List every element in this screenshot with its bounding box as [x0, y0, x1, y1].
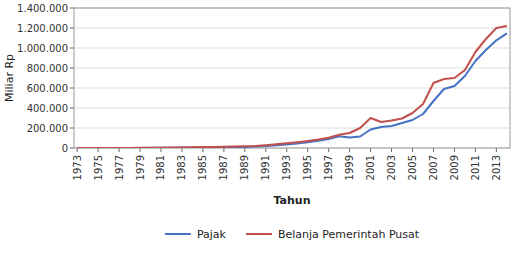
plot-frame — [74, 8, 510, 148]
legend-label: Belanja Pemerintah Pusat — [278, 228, 420, 241]
y-tick-label: 1.400.000 — [17, 3, 68, 14]
x-tick — [307, 148, 308, 152]
x-tick — [265, 148, 266, 152]
chart: 0 200.000 400.000 600.000 800.000 1.000.000 1.… — [0, 0, 520, 258]
series-line — [77, 33, 507, 148]
x-tick-label: 1999 — [344, 155, 355, 180]
x-tick-label: 1979 — [135, 155, 146, 180]
y-tick — [70, 48, 74, 49]
y-tick — [70, 68, 74, 69]
x-tick-label: 1993 — [281, 155, 292, 180]
x-tick — [286, 148, 287, 152]
x-tick-label: 1977 — [114, 155, 125, 180]
grid-line — [74, 68, 510, 69]
x-tick — [433, 148, 434, 152]
x-tick — [223, 148, 224, 152]
x-tick-label: 1973 — [72, 155, 83, 180]
legend-item: Belanja Pemerintah Pusat — [246, 228, 420, 241]
legend: Pajak Belanja Pemerintah Pusat — [165, 228, 420, 241]
x-tick — [454, 148, 455, 152]
x-tick-label: 2011 — [470, 155, 481, 180]
grid-line — [74, 28, 510, 29]
y-tick — [70, 108, 74, 109]
y-tick-label: 1.000.000 — [17, 43, 68, 54]
x-tick-label: 2013 — [491, 155, 502, 180]
x-tick-label: 1989 — [239, 155, 250, 180]
x-tick-label: 2009 — [449, 155, 460, 180]
y-tick-label: 1.200.000 — [17, 23, 68, 34]
legend-swatch — [165, 233, 191, 235]
x-tick-label: 1997 — [323, 155, 334, 180]
x-tick — [412, 148, 413, 152]
x-tick — [496, 148, 497, 152]
x-tick — [391, 148, 392, 152]
x-tick-label: 1981 — [155, 155, 166, 180]
legend-item: Pajak — [165, 228, 227, 241]
x-tick-label: 1975 — [93, 155, 104, 180]
x-tick-label: 1987 — [218, 155, 229, 180]
y-tick-label: 200.000 — [27, 123, 68, 134]
legend-label: Pajak — [197, 228, 227, 241]
x-tick — [202, 148, 203, 152]
x-tick — [370, 148, 371, 152]
x-tick-label: 2003 — [386, 155, 397, 180]
x-tick — [160, 148, 161, 152]
x-tick-label: 2001 — [365, 155, 376, 180]
y-tick-label: 800.000 — [27, 63, 68, 74]
grid-line — [74, 48, 510, 49]
x-tick — [140, 148, 141, 152]
y-tick — [70, 148, 74, 149]
y-tick — [70, 88, 74, 89]
y-grid — [74, 8, 510, 148]
grid-line — [74, 108, 510, 109]
legend-swatch — [246, 233, 272, 235]
x-tick-label: 2005 — [407, 155, 418, 180]
y-tick-label: 0 — [62, 143, 68, 154]
x-tick-label: 1983 — [176, 155, 187, 180]
x-tick-label: 1991 — [260, 155, 271, 180]
y-tick-label: 400.000 — [27, 103, 68, 114]
x-tick-label: 1985 — [197, 155, 208, 180]
y-tick — [70, 8, 74, 9]
x-tick-label: 2007 — [428, 155, 439, 180]
y-tick-label: 600.000 — [27, 83, 68, 94]
x-tick — [244, 148, 245, 152]
x-tick — [119, 148, 120, 152]
x-tick — [181, 148, 182, 152]
x-tick — [98, 148, 99, 152]
y-tick — [70, 128, 74, 129]
grid-line — [74, 128, 510, 129]
y-axis-label: Miliar Rp — [3, 54, 16, 102]
x-tick-label: 1995 — [302, 155, 313, 180]
x-tick — [349, 148, 350, 152]
x-tick — [77, 148, 78, 152]
lines — [77, 26, 507, 148]
x-tick — [328, 148, 329, 152]
x-axis-label: Tahun — [273, 194, 310, 207]
y-tick — [70, 28, 74, 29]
x-tick — [475, 148, 476, 152]
series-line — [77, 26, 507, 148]
